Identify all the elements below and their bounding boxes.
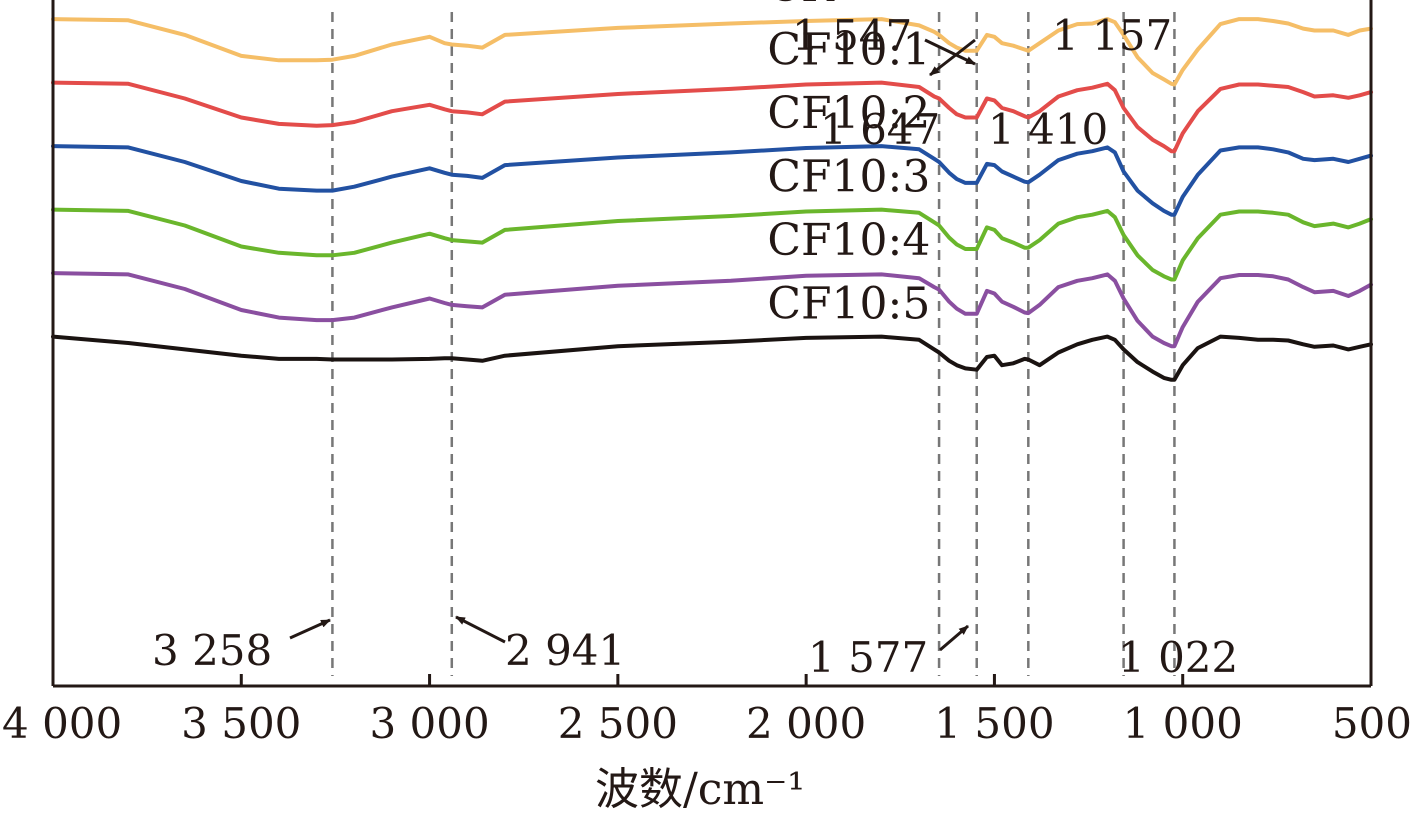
x-tick-label: 3 000	[369, 699, 489, 748]
series-label: CK	[767, 0, 835, 12]
series-label: CF10:4	[767, 215, 930, 266]
x-tick-label: 4 000	[2, 699, 122, 748]
series-label: CF10:5	[767, 279, 930, 330]
annotation-label: 3 258	[152, 626, 272, 675]
annotation-arrow	[939, 624, 969, 652]
annotation-label: 2 941	[505, 626, 625, 675]
x-tick-label: 1 000	[1123, 699, 1243, 748]
x-axis-title: 波数/cm⁻¹	[595, 764, 805, 814]
series-line-4	[51, 271, 1373, 349]
annotation-label: 1 022	[1118, 633, 1238, 682]
series-line-2	[51, 144, 1373, 217]
annotation-arrow	[929, 38, 976, 77]
series-lines	[51, 17, 1373, 382]
annotation-arrow	[289, 618, 331, 640]
x-tick-label: 2 000	[746, 699, 866, 748]
annotations: 1 547 1 157 1 647 1 410 3 258 2 941 1 577 1 022	[152, 11, 1238, 682]
series-label: CF10:3	[767, 152, 930, 203]
annotation-label: 1 157	[1052, 11, 1172, 60]
annotation-label: 1 647	[820, 105, 940, 154]
series-line-3	[51, 207, 1373, 282]
annotation-arrow	[455, 615, 506, 644]
annotation-label: 1 547	[792, 11, 912, 60]
series-label: CF10:1	[767, 25, 930, 76]
series-label: CF10:2	[767, 88, 930, 139]
annotation-label: 1 410	[988, 105, 1108, 154]
series-line-0	[51, 17, 1373, 87]
x-tick-label: 1 500	[934, 699, 1054, 748]
axes	[51, 0, 1373, 688]
x-ticks: 4 000 3 500 3 000 2 500 2 000 1 500 1 000 500	[2, 674, 1412, 748]
series-labels: CK CF10:1 CF10:2 CF10:3 CF10:4 CF10:5	[767, 0, 930, 330]
reference-lines	[331, 12, 1176, 676]
x-tick-label: 3 500	[181, 699, 301, 748]
series-line-1	[51, 80, 1373, 154]
annotation-arrow	[924, 38, 976, 66]
x-tick-label: 500	[1332, 699, 1412, 748]
series-line-5	[51, 334, 1373, 382]
annotation-label: 1 577	[808, 633, 928, 682]
x-tick-label: 2 500	[558, 699, 678, 748]
